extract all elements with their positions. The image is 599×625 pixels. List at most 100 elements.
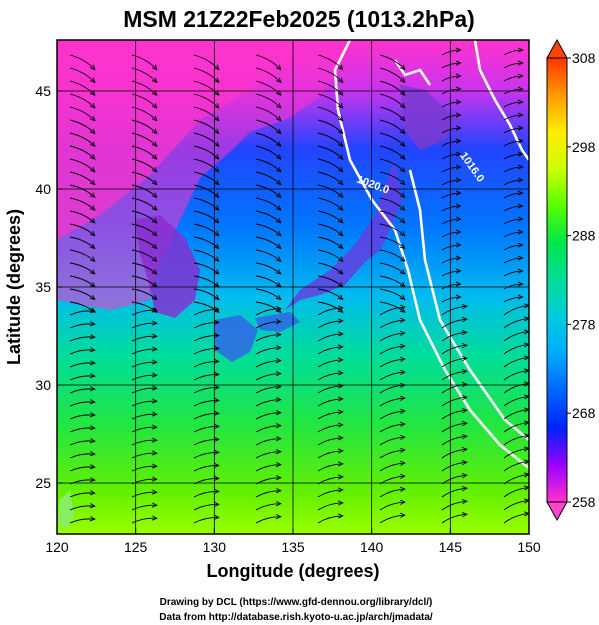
streamline xyxy=(255,184,282,198)
streamline xyxy=(255,54,282,70)
streamline xyxy=(255,236,282,249)
streamline-arrowhead xyxy=(89,128,96,135)
streamline-arrowhead xyxy=(213,269,220,275)
streamline xyxy=(131,517,157,524)
streamline-arrowhead xyxy=(399,90,406,96)
streamline-arrowhead xyxy=(275,218,282,224)
streamline xyxy=(379,301,406,313)
streamline-arrowhead xyxy=(399,395,406,401)
streamline-arrowhead xyxy=(337,141,344,147)
streamline-arrowhead xyxy=(337,269,344,275)
streamline-arrowhead xyxy=(517,112,524,118)
streamline xyxy=(441,487,467,498)
streamline-arrowhead xyxy=(276,475,282,481)
streamline xyxy=(317,249,344,262)
streamline-arrowhead xyxy=(213,179,220,186)
streamline-arrowhead xyxy=(399,421,406,427)
streamline-arrowhead xyxy=(151,90,158,96)
streamline xyxy=(131,158,158,173)
streamline-arrowhead xyxy=(337,103,344,109)
streamline xyxy=(379,332,405,342)
wind-streamlines xyxy=(69,47,529,524)
streamline xyxy=(255,425,281,433)
streamline-arrowhead xyxy=(517,138,524,144)
streamline-arrowhead xyxy=(151,64,158,71)
streamline-arrowhead xyxy=(517,281,524,287)
streamline xyxy=(441,244,461,251)
streamline-arrowhead xyxy=(151,115,158,122)
streamline-arrowhead xyxy=(213,230,220,237)
streamline xyxy=(131,132,158,147)
streamline xyxy=(317,197,344,211)
streamline xyxy=(441,318,467,329)
streamline xyxy=(69,349,95,355)
streamline-arrowhead xyxy=(399,141,406,147)
streamline-arrowhead xyxy=(455,47,462,53)
streamline xyxy=(441,140,461,147)
streamline-arrowhead xyxy=(89,334,96,340)
streamline-arrowhead xyxy=(89,412,96,418)
streamline-arrowhead xyxy=(89,425,96,431)
streamline xyxy=(503,153,523,160)
streamline xyxy=(503,447,529,459)
streamline xyxy=(255,67,282,83)
streamline-arrowhead xyxy=(399,205,406,211)
streamline-arrowhead xyxy=(399,218,406,224)
hokkaido-land xyxy=(400,85,455,150)
streamline-arrowhead xyxy=(89,77,96,84)
streamline-arrowhead xyxy=(275,141,282,147)
streamline-arrowhead xyxy=(517,268,524,274)
streamline-arrowhead xyxy=(399,243,406,250)
streamline xyxy=(317,450,343,459)
streamline-arrowhead xyxy=(89,205,96,211)
streamline-arrowhead xyxy=(461,395,468,401)
streamline-arrowhead xyxy=(399,230,406,237)
streamline xyxy=(69,184,96,198)
streamline xyxy=(255,132,282,147)
streamline-arrowhead xyxy=(276,449,282,455)
streamline-arrowhead xyxy=(461,421,468,427)
streamline-arrowhead xyxy=(399,343,406,349)
streamline xyxy=(317,515,343,524)
streamline-arrowhead xyxy=(337,90,344,96)
streamline-arrowhead xyxy=(399,179,406,186)
streamline xyxy=(317,67,344,83)
streamline-arrowhead xyxy=(338,500,344,506)
streamline xyxy=(131,288,158,300)
streamline-arrowhead xyxy=(399,103,406,109)
streamline xyxy=(379,488,405,498)
streamline-arrowhead xyxy=(399,269,406,275)
streamline xyxy=(441,296,461,303)
streamline-arrowhead xyxy=(89,438,96,444)
streamline xyxy=(379,423,405,433)
streamline xyxy=(193,387,219,394)
streamline xyxy=(503,49,523,56)
streamline xyxy=(317,398,343,407)
streamline xyxy=(193,197,220,211)
streamline xyxy=(317,106,344,121)
streamline xyxy=(255,412,281,420)
streamline-arrowhead xyxy=(213,243,220,250)
streamline-arrowhead xyxy=(399,317,406,323)
streamline xyxy=(69,440,95,446)
streamline xyxy=(193,504,219,511)
streamline xyxy=(69,401,95,407)
streamline-arrowhead xyxy=(517,164,524,170)
streamline xyxy=(317,372,343,381)
streamline xyxy=(131,106,158,121)
streamline xyxy=(317,158,344,173)
streamline xyxy=(255,301,282,313)
streamline xyxy=(503,101,523,108)
streamline xyxy=(255,516,281,524)
streamline xyxy=(441,396,467,407)
streamline-arrowhead xyxy=(461,317,468,323)
streamline xyxy=(255,386,281,394)
streamline xyxy=(317,262,344,275)
streamline xyxy=(441,75,461,82)
streamline xyxy=(503,330,529,342)
streamline-arrowhead xyxy=(461,382,468,388)
streamline xyxy=(255,249,282,262)
streamline-arrowhead xyxy=(275,128,282,135)
streamline-arrowhead xyxy=(399,356,406,362)
streamline xyxy=(379,158,406,173)
